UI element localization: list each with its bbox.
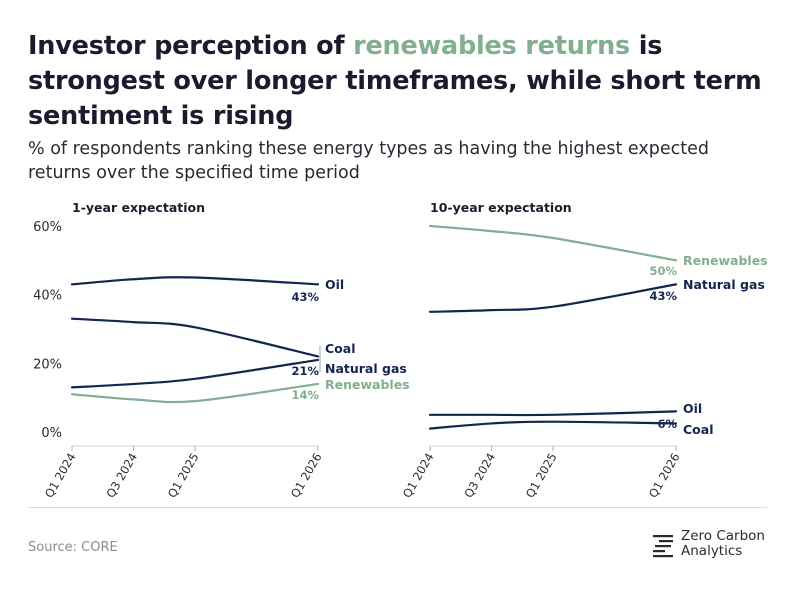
10-year-expectation-x-tick-label-q1-2024: Q1 2024	[400, 451, 437, 501]
1-year-expectation-series-line-coal	[70, 317, 320, 358]
1-year-expectation-panel-title: 1-year expectation	[72, 200, 205, 215]
1-year-expectation-end-value-oil: 43%	[291, 290, 319, 304]
1-year-expectation-series-label-coal: Coal	[325, 341, 355, 356]
title-part-1: Investor perception of	[28, 31, 354, 61]
title-highlight: renewables returns	[353, 31, 631, 61]
1-year-expectation-end-value-natural-gas: 21%	[291, 364, 319, 378]
10-year-expectation-x-tick-label-q1-2025: Q1 2025	[523, 451, 560, 501]
logo-text: Zero Carbon Analytics	[681, 529, 765, 559]
10-year-expectation-series-line-coal	[428, 420, 678, 430]
1-year-expectation-x-tick-label-q1-2025: Q1 2025	[165, 451, 202, 501]
1-year-expectation-x-tick-label-q1-2024: Q1 2024	[42, 451, 79, 501]
10-year-expectation-series-line-natural-gas	[428, 283, 678, 313]
10-year-expectation-x-tick-label-q1-2026: Q1 2026	[646, 451, 683, 501]
source-note: Source: CORE	[28, 540, 118, 555]
y-tick-label-60: 60%	[33, 220, 62, 235]
title-part-2: is strongest over longer timeframes, whi…	[28, 31, 762, 131]
10-year-expectation-end-value-coal: 6%	[657, 417, 677, 431]
logo-line-1: Zero Carbon	[681, 528, 765, 544]
10-year-expectation-series-label-coal: Coal	[683, 422, 713, 437]
y-tick-label-20: 20%	[33, 357, 62, 372]
zca-logo-icon	[653, 535, 673, 558]
logo-line-2: Analytics	[681, 543, 743, 559]
1-year-expectation-series-line-oil	[70, 276, 320, 286]
10-year-expectation-x-tick-label-q3-2024: Q3 2024	[461, 451, 498, 501]
1-year-expectation-series-line-natural-gas	[70, 358, 320, 389]
y-tick-label-0: 0%	[41, 426, 62, 441]
1-year-expectation-series-label-oil: Oil	[325, 277, 344, 292]
10-year-expectation-end-value-natural-gas: 43%	[649, 289, 677, 303]
y-tick-label-40: 40%	[33, 289, 62, 304]
10-year-expectation-series-line-oil	[428, 410, 678, 417]
10-year-expectation-series-label-renewables: Renewables	[683, 253, 768, 268]
chart-area: 1-year expectation 0% 20% 40% 60% Q1 2024 Q3 2…	[33, 200, 768, 501]
chart-title: Investor perception of renewables return…	[28, 29, 768, 134]
1-year-expectation-series-line-renewables	[70, 382, 320, 404]
10-year-expectation-series-label-natural-gas: Natural gas	[683, 277, 765, 292]
1-year-expectation-series-label-renewables: Renewables	[325, 377, 410, 392]
1-year-expectation-series-label-natural-gas: Natural gas	[325, 361, 407, 376]
zero-carbon-analytics-logo: Zero Carbon Analytics	[651, 529, 766, 561]
1-year-expectation-end-value-renewables: 14%	[291, 388, 319, 402]
1-year-expectation-x-tick-label-q1-2026: Q1 2026	[288, 451, 325, 501]
10-year-expectation-end-value-renewables: 50%	[649, 264, 677, 278]
chart-subtitle: % of respondents ranking these energy ty…	[28, 139, 709, 183]
1-year-expectation-x-tick-label-q3-2024: Q3 2024	[103, 451, 140, 501]
10-year-expectation-series-label-oil: Oil	[683, 401, 702, 416]
10-year-expectation-series-line-renewables	[428, 224, 678, 262]
10-year-expectation-panel-title: 10-year expectation	[430, 200, 572, 215]
footer-divider	[28, 507, 767, 508]
